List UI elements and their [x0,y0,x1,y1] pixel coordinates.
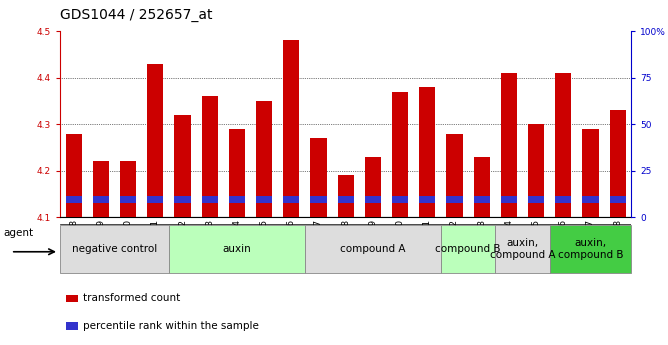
Bar [147,64,164,217]
Text: percentile rank within the sample: percentile rank within the sample [83,321,259,331]
Text: compound B: compound B [436,244,501,254]
Text: negative control: negative control [72,244,157,254]
Bar [66,295,78,302]
Bar [202,96,218,217]
Bar [528,196,544,203]
Bar [256,196,273,203]
Bar [256,101,273,217]
Bar [174,196,190,203]
Bar [337,175,354,217]
Bar [169,225,305,273]
Bar [495,225,550,273]
Text: auxin,
compound A: auxin, compound A [490,238,555,260]
Bar [65,196,82,203]
Bar [311,138,327,217]
Bar [392,196,408,203]
Bar [337,196,354,203]
Bar [66,322,78,330]
Bar [202,196,218,203]
Bar [501,196,517,203]
Bar [419,196,436,203]
Bar [365,157,381,217]
Bar [283,196,299,203]
Bar [283,40,299,217]
Bar [120,196,136,203]
Bar [147,196,164,203]
Text: auxin: auxin [222,244,251,254]
Bar [228,129,245,217]
Bar [501,73,517,217]
Bar [609,110,626,217]
Bar [550,225,631,273]
Text: auxin,
compound B: auxin, compound B [558,238,623,260]
Bar [474,196,490,203]
Bar [93,196,109,203]
Bar [392,91,408,217]
Bar [609,196,626,203]
Bar [582,196,599,203]
Bar [305,225,441,273]
Bar [365,196,381,203]
Bar [120,161,136,217]
Bar [528,124,544,217]
Bar [93,161,109,217]
Bar [174,115,190,217]
Bar [446,134,463,217]
Bar [311,196,327,203]
Bar [446,196,463,203]
Bar [65,134,82,217]
Text: agent: agent [3,228,33,238]
Bar [582,129,599,217]
Text: GDS1044 / 252657_at: GDS1044 / 252657_at [60,8,212,22]
Text: compound A: compound A [340,244,405,254]
Bar [60,225,169,273]
Text: transformed count: transformed count [83,294,180,304]
Bar [228,196,245,203]
Bar [441,225,495,273]
Bar [474,157,490,217]
Bar [555,196,571,203]
Bar [419,87,436,217]
Bar [555,73,571,217]
